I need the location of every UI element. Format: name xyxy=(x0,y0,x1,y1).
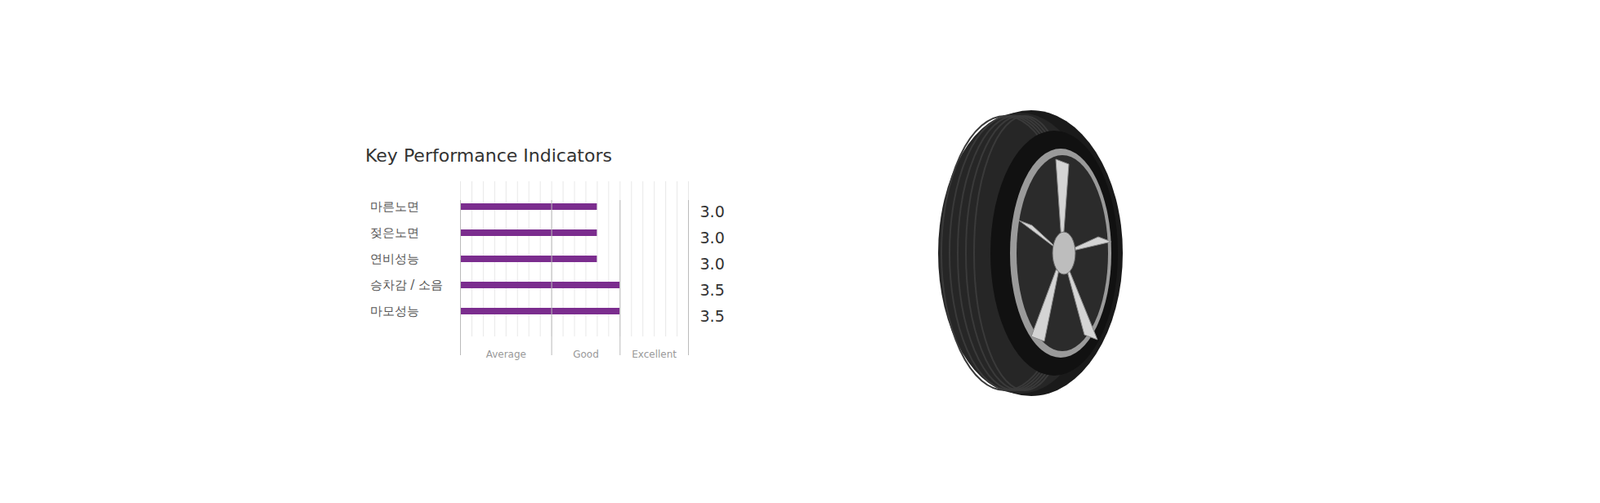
svg-text:3.5: 3.5 xyxy=(700,281,725,300)
svg-text:3.0: 3.0 xyxy=(700,228,725,247)
svg-text:젖은노면: 젖은노면 xyxy=(370,225,420,241)
svg-text:3.0: 3.0 xyxy=(700,202,725,221)
svg-text:Average: Average xyxy=(486,348,527,361)
svg-text:마른노면: 마른노면 xyxy=(370,199,420,215)
svg-text:Excellent: Excellent xyxy=(631,348,677,361)
svg-text:연비성능: 연비성능 xyxy=(370,251,420,267)
svg-text:마모성능: 마모성능 xyxy=(370,303,420,319)
svg-text:3.5: 3.5 xyxy=(700,307,725,326)
svg-text:3.0: 3.0 xyxy=(700,254,725,273)
svg-text:승차감 / 소음: 승차감 / 소음 xyxy=(370,277,444,293)
html-text:Key Performance Indicators: Key Performance Indicators xyxy=(365,145,613,166)
svg-text:Good: Good xyxy=(572,348,599,361)
